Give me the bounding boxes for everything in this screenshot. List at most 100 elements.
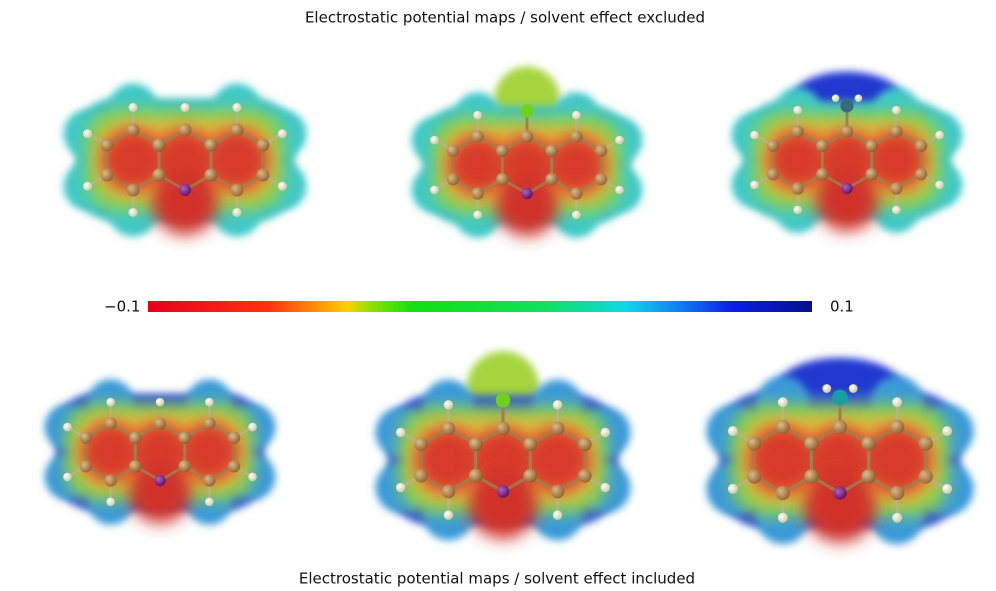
carbon-atom — [776, 486, 790, 500]
carbon-atom — [747, 469, 761, 483]
carbon-atom — [230, 124, 243, 137]
carbon-atom — [442, 485, 456, 499]
hydrogen-atom — [615, 186, 624, 195]
nitrogen-atom — [841, 183, 852, 194]
hydrogen-atom — [572, 111, 581, 120]
chlorine-atom — [520, 104, 533, 117]
hydrogen-atom — [248, 423, 257, 432]
carbon-atom — [154, 417, 166, 429]
carbon-atom — [179, 460, 191, 472]
carbon-atom — [496, 173, 508, 185]
carbon-atom — [203, 417, 215, 429]
carbon-atom — [523, 469, 537, 483]
carbon-atom — [776, 420, 790, 434]
hydrogen-atom — [572, 211, 581, 220]
hydrogen-atom — [444, 400, 453, 409]
carbon-atom — [153, 169, 166, 182]
nitrogen-atom — [497, 485, 510, 498]
carbon-atom — [228, 460, 240, 472]
carbon-atom — [203, 474, 215, 486]
colorbar — [148, 301, 812, 312]
carbon-atom — [469, 469, 483, 483]
carbon-atom — [414, 437, 428, 451]
carbon-atom — [866, 168, 878, 180]
hydrogen-atom — [106, 498, 115, 507]
hydrogen-atom — [248, 473, 257, 482]
hydrogen-atom — [750, 181, 759, 190]
carbon-atom — [747, 436, 761, 450]
carbon-atom — [841, 125, 853, 137]
hydrogen-atom — [430, 186, 439, 195]
molecule-map — [45, 379, 276, 524]
carbon-atom — [551, 422, 565, 436]
carbon-atom — [469, 437, 483, 451]
hydrogen-atom — [430, 136, 439, 145]
carbon-atom — [80, 432, 92, 444]
carbon-atom — [578, 437, 592, 451]
carbon-atom — [546, 145, 558, 157]
carbon-atom — [861, 436, 875, 450]
carbon-atom — [204, 139, 217, 152]
hydrogen-atom — [444, 510, 453, 519]
molecule-map — [706, 358, 973, 544]
hydrogen-atom — [892, 206, 901, 215]
carbon-atom — [919, 436, 933, 450]
carbon-atom — [80, 460, 92, 472]
hydrogen-atom — [473, 111, 482, 120]
nitrogen-atom — [833, 486, 846, 499]
hydrogen-atom — [849, 384, 858, 393]
carbon-atom — [915, 168, 927, 180]
hydrogen-atom — [396, 428, 405, 437]
carbon-atom — [153, 139, 166, 152]
carbon-atom — [570, 187, 582, 199]
molecule-map — [732, 72, 963, 233]
carbon-atom — [523, 437, 537, 451]
carbon-atom — [447, 145, 459, 157]
hydrogen-atom — [278, 129, 287, 138]
carbon-atom — [442, 422, 456, 436]
hydrogen-atom — [63, 423, 72, 432]
carbon-atom — [228, 432, 240, 444]
molecule-map — [64, 84, 307, 237]
carbon-atom — [129, 460, 141, 472]
carbon-atom — [570, 130, 582, 142]
molecule-map — [376, 351, 631, 540]
carbon-atom — [551, 485, 565, 499]
carbon-atom — [890, 125, 902, 137]
carbon-atom — [447, 173, 459, 185]
nitrogen-atom — [154, 475, 165, 486]
carbon-atom — [833, 420, 847, 434]
carbon-atom — [256, 139, 269, 152]
hydrogen-atom — [750, 131, 759, 140]
surface-red — [866, 130, 926, 190]
hydrogen-atom — [615, 136, 624, 145]
hydrogen-atom — [832, 94, 840, 102]
carbon-atom — [804, 469, 818, 483]
hydrogen-atom — [892, 513, 902, 523]
hydrogen-atom — [728, 426, 738, 436]
hydrogen-atom — [793, 106, 802, 115]
hydrogen-atom — [728, 484, 738, 494]
hydrogen-atom — [129, 103, 138, 112]
carbon-atom — [179, 124, 192, 137]
hydrogen-atom — [778, 397, 788, 407]
carbon-atom — [204, 169, 217, 182]
carbon-atom — [104, 417, 116, 429]
carbon-atom — [866, 140, 878, 152]
carbon-atom — [127, 184, 140, 197]
nitrogen-amino-atom — [832, 390, 847, 405]
bottom-caption: Electrostatic potential maps / solvent e… — [299, 570, 695, 588]
hydrogen-atom — [778, 513, 788, 523]
hydrogen-atom — [892, 397, 902, 407]
nitrogen-atom — [521, 188, 532, 199]
hydrogen-atom — [942, 426, 952, 436]
chlorine-atom — [496, 393, 511, 408]
carbon-atom — [578, 469, 592, 483]
hydrogen-atom — [553, 400, 562, 409]
carbon-atom — [890, 182, 902, 194]
carbon-atom — [471, 130, 483, 142]
carbon-atom — [767, 168, 779, 180]
carbon-atom — [767, 140, 779, 152]
carbon-atom — [230, 184, 243, 197]
hydrogen-atom — [942, 484, 952, 494]
